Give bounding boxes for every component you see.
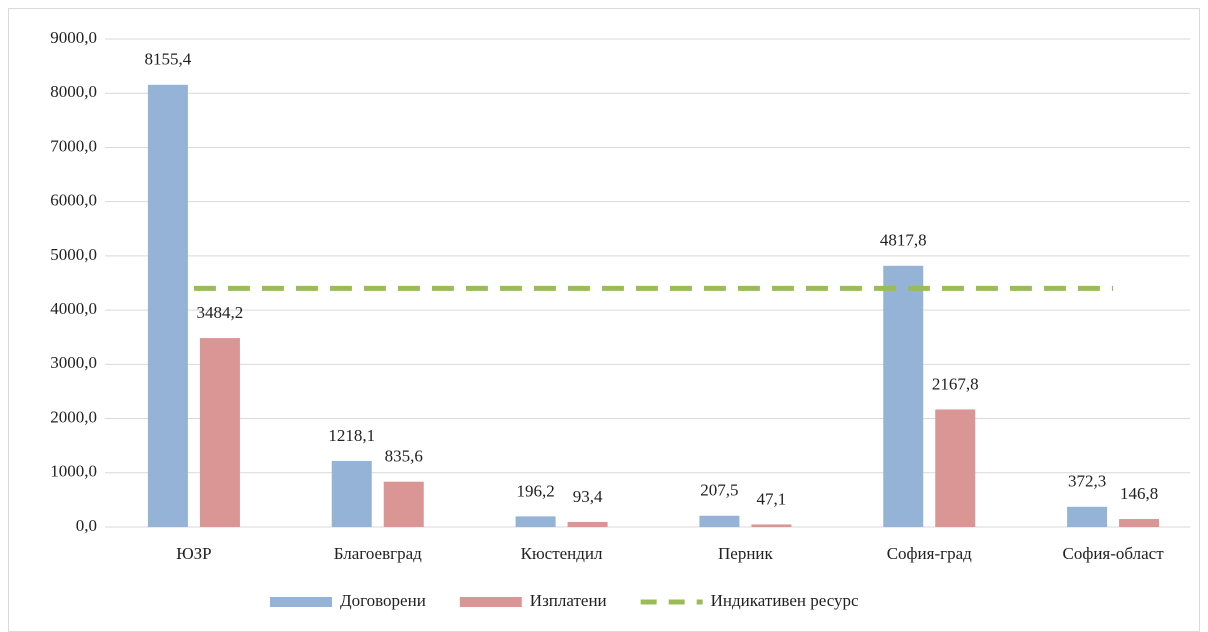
bar <box>331 460 372 527</box>
y-tick-label: 5000,0 <box>50 245 97 264</box>
bar <box>383 481 424 527</box>
x-tick-label: София-област <box>1062 544 1164 563</box>
data-label: 146,8 <box>1120 484 1158 503</box>
bar <box>935 409 976 527</box>
x-tick-label: ЮЗР <box>176 544 211 563</box>
legend-label: Индикативен ресурс <box>711 591 859 610</box>
data-label: 47,1 <box>757 489 787 508</box>
bar <box>567 521 608 527</box>
x-tick-label: Благоевград <box>334 544 422 563</box>
data-label: 3484,2 <box>197 303 244 322</box>
x-tick-label: Кюстендил <box>521 544 603 563</box>
x-tick-label: Перник <box>718 544 774 563</box>
bar <box>515 516 556 527</box>
bar <box>1119 519 1160 527</box>
y-tick-label: 7000,0 <box>50 136 97 155</box>
legend-label: Изплатени <box>530 591 607 610</box>
y-tick-label: 4000,0 <box>50 299 97 318</box>
y-tick-label: 8000,0 <box>50 82 97 101</box>
y-tick-label: 3000,0 <box>50 353 97 372</box>
data-label: 4817,8 <box>880 231 927 250</box>
bar <box>883 265 924 527</box>
legend-swatch <box>459 597 522 607</box>
y-tick-label: 2000,0 <box>50 407 97 426</box>
data-label: 207,5 <box>700 481 738 500</box>
data-label: 372,3 <box>1068 472 1106 491</box>
data-label: 196,2 <box>516 481 554 500</box>
legend-label: Договорени <box>340 591 426 610</box>
bar <box>699 515 740 527</box>
legend-swatch <box>270 597 332 607</box>
y-tick-label: 6000,0 <box>50 191 97 210</box>
data-label: 835,6 <box>385 447 423 466</box>
y-tick-label: 0,0 <box>76 516 97 535</box>
data-label: 93,4 <box>573 487 603 506</box>
bar <box>751 524 792 527</box>
bar <box>1067 506 1108 527</box>
data-label: 2167,8 <box>932 374 979 393</box>
bar <box>199 338 240 527</box>
data-label: 8155,4 <box>145 50 192 69</box>
y-tick-label: 1000,0 <box>50 462 97 481</box>
bar <box>147 84 188 528</box>
y-tick-label: 9000,0 <box>50 28 97 47</box>
data-label: 1218,1 <box>328 426 375 445</box>
x-tick-label: София-град <box>887 544 972 563</box>
